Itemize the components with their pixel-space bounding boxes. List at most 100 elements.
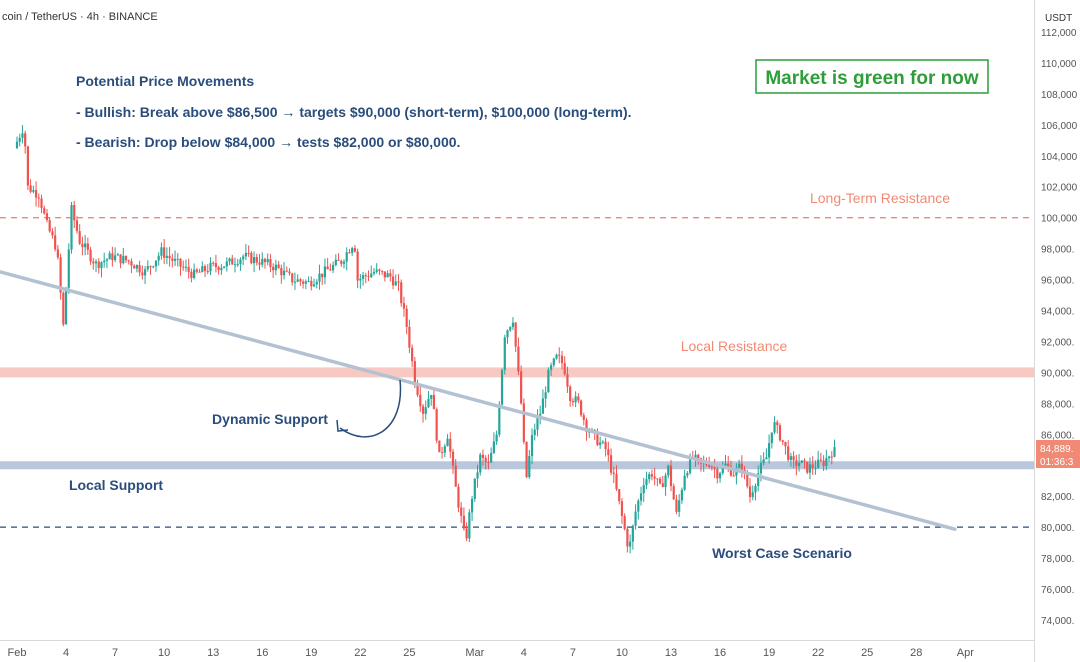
candle [446, 434, 449, 447]
x-tick-label: 10 [616, 647, 628, 659]
candle [332, 261, 335, 274]
candle [119, 254, 122, 269]
candle [686, 470, 689, 479]
candle [263, 257, 267, 269]
x-ticks: Feb 4 7 10 13 16 19 22 25 Mar 4 7 10 13 16 19 22 25 28 Apr [8, 647, 975, 659]
candle [108, 250, 111, 260]
y-tick-label: 102,000 [1041, 183, 1078, 194]
candle [171, 253, 174, 268]
x-tick-label: 19 [305, 647, 317, 659]
candle [803, 458, 806, 469]
candle [220, 264, 223, 275]
candle [601, 440, 604, 445]
x-tick-label: 22 [812, 647, 824, 659]
candle [18, 133, 21, 147]
candle [615, 465, 618, 491]
candle [223, 266, 226, 269]
y-tick-label: 98,000. [1041, 245, 1074, 256]
candle [520, 365, 523, 405]
candle [272, 263, 275, 278]
candle [54, 226, 57, 252]
green-box-border [755, 59, 989, 94]
candle [124, 255, 128, 263]
candle [394, 274, 397, 287]
candle [667, 464, 670, 479]
candle [176, 252, 179, 267]
candle [724, 454, 727, 467]
candle [329, 263, 332, 271]
y-tick-label: 82,000. [1041, 492, 1074, 503]
candle [337, 253, 340, 261]
candle [26, 145, 29, 191]
candle [133, 264, 136, 269]
candle [770, 432, 773, 449]
y-axis-currency: USDT [1045, 13, 1072, 24]
x-tick-label: 7 [112, 647, 118, 659]
y-axis-background [1034, 0, 1080, 640]
candle [389, 269, 392, 282]
dynamic-support-trendline [0, 270, 957, 531]
candle [683, 469, 686, 492]
candle [334, 254, 337, 267]
label-local-support: Local Support [69, 477, 163, 493]
candle [34, 181, 38, 207]
y-tick-label: 74,000. [1041, 616, 1074, 627]
candle [623, 513, 626, 531]
annotation-bullish: - Bullish: Break above $86,500 → targets… [76, 104, 632, 120]
candle [307, 276, 310, 283]
candle [356, 248, 359, 289]
x-tick-label: 16 [256, 647, 268, 659]
candle [190, 268, 193, 283]
y-tick-label: 92,000. [1041, 337, 1074, 348]
candle [138, 260, 141, 277]
candle [146, 260, 149, 272]
candle [326, 258, 329, 270]
x-tick-label: 22 [354, 647, 366, 659]
candle [274, 259, 277, 276]
candle [768, 434, 771, 464]
candle [43, 205, 46, 215]
candle [353, 245, 356, 253]
candle [435, 407, 438, 444]
x-tick-label: 19 [763, 647, 775, 659]
candle [266, 253, 269, 266]
candle [664, 472, 667, 496]
candle [315, 278, 318, 289]
candle [629, 534, 632, 554]
trend-layer [0, 270, 957, 531]
candle [814, 460, 817, 475]
candle [212, 261, 215, 267]
candle [288, 268, 291, 276]
annotation-bearish: - Bearish: Drop below $84,000 → tests $8… [76, 134, 460, 150]
candle [45, 209, 49, 223]
candle [411, 344, 414, 367]
candle [402, 296, 406, 317]
y-tick-label: 94,000. [1041, 307, 1074, 318]
candle [193, 263, 196, 280]
x-axis[interactable]: Feb 4 7 10 13 16 19 22 25 Mar 4 7 10 13 16 19 22 25 28 Apr [0, 640, 1034, 660]
candle [282, 262, 286, 280]
candle [618, 488, 621, 505]
candle [468, 509, 471, 543]
candle [555, 353, 558, 360]
candle [806, 461, 809, 475]
candle [748, 478, 752, 503]
y-tick-label: 108,000 [1041, 90, 1078, 101]
local-support-band [0, 461, 1034, 470]
candle [214, 254, 218, 273]
candle [149, 265, 152, 275]
candle [293, 272, 297, 290]
y-axis[interactable]: USDT 74,000. 76,000. 78,000. 80,000. 82,000.… [1034, 0, 1080, 662]
candle [525, 441, 528, 479]
candle [244, 244, 247, 261]
candle [261, 252, 264, 268]
candle [528, 449, 531, 479]
candle [449, 432, 452, 459]
candle [792, 451, 795, 469]
candle [408, 319, 411, 353]
candle [481, 449, 485, 466]
candle [198, 268, 201, 273]
candle [637, 498, 640, 520]
